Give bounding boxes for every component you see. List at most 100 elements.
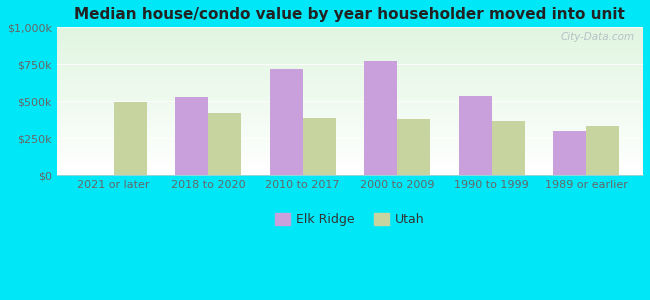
Bar (57, 30, 643, 32)
Bar (57, 97, 643, 98)
Bar (57, 91, 643, 92)
Bar (57, 100, 643, 101)
Bar (57, 125, 643, 126)
Bar (57, 158, 643, 159)
Bar (57, 60, 643, 61)
Bar (57, 162, 643, 164)
Bar (57, 159, 643, 160)
Bar (57, 126, 643, 128)
Bar (57, 61, 643, 63)
Bar (57, 118, 643, 119)
Bar (459, 96, 492, 175)
Bar (208, 113, 241, 175)
Bar (57, 104, 643, 106)
Bar (57, 42, 643, 44)
Bar (57, 76, 643, 78)
Bar (57, 46, 643, 48)
Bar (57, 56, 643, 57)
Bar (57, 57, 643, 58)
Bar (57, 70, 643, 72)
Bar (114, 102, 147, 175)
Bar (57, 82, 643, 83)
Bar (57, 152, 643, 153)
Bar (57, 48, 643, 50)
Bar (57, 98, 643, 100)
Bar (57, 165, 643, 166)
Bar (57, 88, 643, 89)
Bar (57, 115, 643, 116)
Bar (57, 121, 643, 122)
Bar (57, 79, 643, 81)
Bar (57, 32, 643, 33)
Bar (57, 156, 643, 158)
Bar (397, 119, 430, 175)
Bar (57, 172, 643, 174)
Bar (57, 147, 643, 148)
Bar (57, 112, 643, 113)
Bar (57, 144, 643, 146)
Bar (57, 134, 643, 135)
Bar (57, 73, 643, 75)
Bar (57, 103, 643, 104)
Bar (586, 126, 619, 175)
Bar (57, 101, 643, 103)
Bar (57, 36, 643, 38)
Bar (57, 45, 643, 46)
Legend: Elk Ridge, Utah: Elk Ridge, Utah (270, 208, 430, 231)
Title: Median house/condo value by year householder moved into unit: Median house/condo value by year househo… (75, 7, 625, 22)
Bar (57, 89, 643, 91)
Bar (57, 58, 643, 60)
Bar (57, 129, 643, 131)
Bar (57, 160, 643, 162)
Bar (57, 75, 643, 76)
Bar (57, 81, 643, 82)
Bar (57, 106, 643, 107)
Bar (57, 27, 643, 29)
Bar (57, 141, 643, 143)
Bar (57, 67, 643, 69)
Bar (57, 92, 643, 94)
Bar (492, 121, 525, 175)
Bar (57, 54, 643, 56)
Bar (57, 131, 643, 132)
Bar (303, 118, 336, 175)
Bar (57, 168, 643, 170)
Bar (57, 132, 643, 134)
Bar (57, 169, 643, 171)
Bar (57, 64, 643, 66)
Bar (553, 131, 586, 175)
Bar (57, 29, 643, 30)
Bar (57, 171, 643, 172)
Bar (57, 78, 643, 79)
Bar (57, 154, 643, 156)
Bar (57, 69, 643, 70)
Bar (57, 140, 643, 141)
Bar (57, 122, 643, 124)
Bar (57, 148, 643, 150)
Bar (57, 107, 643, 109)
Bar (57, 52, 643, 54)
Bar (57, 174, 643, 175)
Bar (57, 164, 643, 165)
Bar (57, 86, 643, 88)
Bar (57, 33, 643, 35)
Bar (57, 153, 643, 154)
Bar (57, 94, 643, 95)
Bar (57, 83, 643, 85)
Bar (57, 38, 643, 39)
Bar (57, 95, 643, 97)
Text: City-Data.com: City-Data.com (560, 32, 634, 42)
Bar (57, 85, 643, 86)
Bar (57, 167, 643, 168)
Bar (57, 40, 643, 42)
Bar (57, 138, 643, 140)
Bar (270, 70, 303, 175)
Bar (364, 61, 397, 175)
Bar (57, 137, 643, 138)
Bar (57, 66, 643, 67)
Bar (175, 97, 208, 175)
Bar (57, 135, 643, 137)
Bar (57, 50, 643, 51)
Bar (57, 113, 643, 115)
Bar (57, 63, 643, 64)
